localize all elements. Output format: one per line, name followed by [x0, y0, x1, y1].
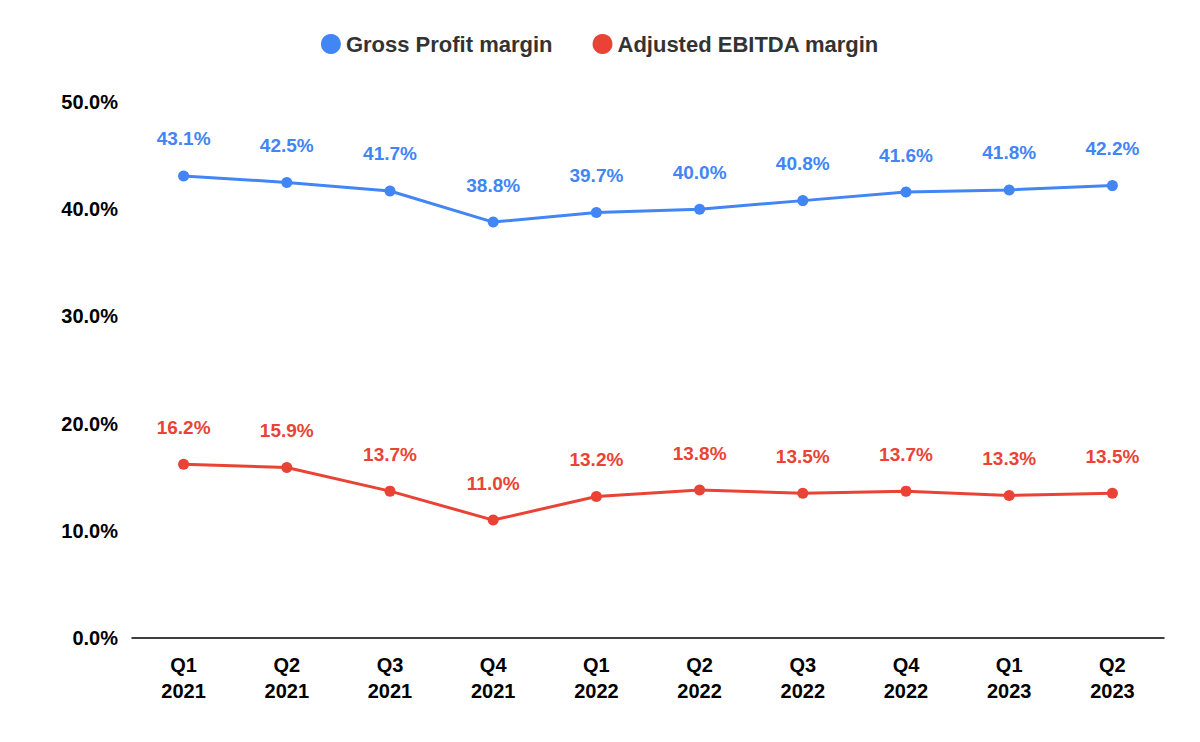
svg-text:50.0%: 50.0% [61, 91, 118, 113]
svg-text:2022: 2022 [781, 680, 826, 702]
svg-text:43.1%: 43.1% [157, 128, 211, 149]
svg-text:11.0%: 11.0% [467, 473, 520, 494]
svg-text:Q2: Q2 [686, 654, 713, 676]
svg-text:13.2%: 13.2% [569, 449, 623, 470]
svg-text:2021: 2021 [265, 680, 310, 702]
svg-text:Q1: Q1 [170, 654, 197, 676]
svg-text:Q1: Q1 [996, 654, 1023, 676]
svg-text:40.8%: 40.8% [776, 153, 830, 174]
svg-text:39.7%: 39.7% [569, 165, 623, 186]
svg-text:2021: 2021 [368, 680, 413, 702]
svg-text:2022: 2022 [884, 680, 929, 702]
svg-text:Adjusted EBITDA margin: Adjusted EBITDA margin [618, 32, 879, 57]
svg-text:20.0%: 20.0% [61, 413, 118, 435]
svg-text:2023: 2023 [987, 680, 1031, 702]
svg-text:13.3%: 13.3% [982, 448, 1036, 469]
svg-text:0.0%: 0.0% [72, 627, 118, 649]
svg-text:40.0%: 40.0% [61, 198, 118, 220]
svg-text:15.9%: 15.9% [260, 420, 314, 441]
svg-text:Q4: Q4 [893, 654, 921, 676]
svg-text:41.8%: 41.8% [982, 142, 1036, 163]
svg-text:13.5%: 13.5% [776, 446, 830, 467]
svg-text:41.7%: 41.7% [363, 143, 417, 164]
svg-text:2021: 2021 [161, 680, 206, 702]
svg-text:38.8%: 38.8% [466, 175, 520, 196]
svg-text:40.0%: 40.0% [673, 162, 727, 183]
svg-text:42.5%: 42.5% [260, 135, 314, 156]
svg-text:Q2: Q2 [1099, 654, 1126, 676]
svg-text:2023: 2023 [1090, 680, 1135, 702]
svg-text:16.2%: 16.2% [157, 417, 211, 438]
svg-text:2022: 2022 [574, 680, 619, 702]
svg-text:13.5%: 13.5% [1085, 446, 1139, 467]
svg-text:2021: 2021 [471, 680, 516, 702]
svg-text:13.7%: 13.7% [363, 444, 417, 465]
svg-text:Q2: Q2 [273, 654, 300, 676]
svg-text:42.2%: 42.2% [1085, 138, 1139, 159]
svg-text:10.0%: 10.0% [61, 520, 118, 542]
svg-text:41.6%: 41.6% [879, 145, 933, 166]
svg-text:Q3: Q3 [789, 654, 816, 676]
svg-text:Q4: Q4 [480, 654, 508, 676]
svg-text:Q1: Q1 [583, 654, 610, 676]
svg-text:2022: 2022 [677, 680, 722, 702]
svg-text:30.0%: 30.0% [61, 305, 118, 327]
svg-text:13.7%: 13.7% [879, 444, 933, 465]
svg-text:13.8%: 13.8% [673, 443, 727, 464]
svg-text:Q3: Q3 [377, 654, 404, 676]
svg-text:Gross Profit margin: Gross Profit margin [346, 32, 553, 57]
